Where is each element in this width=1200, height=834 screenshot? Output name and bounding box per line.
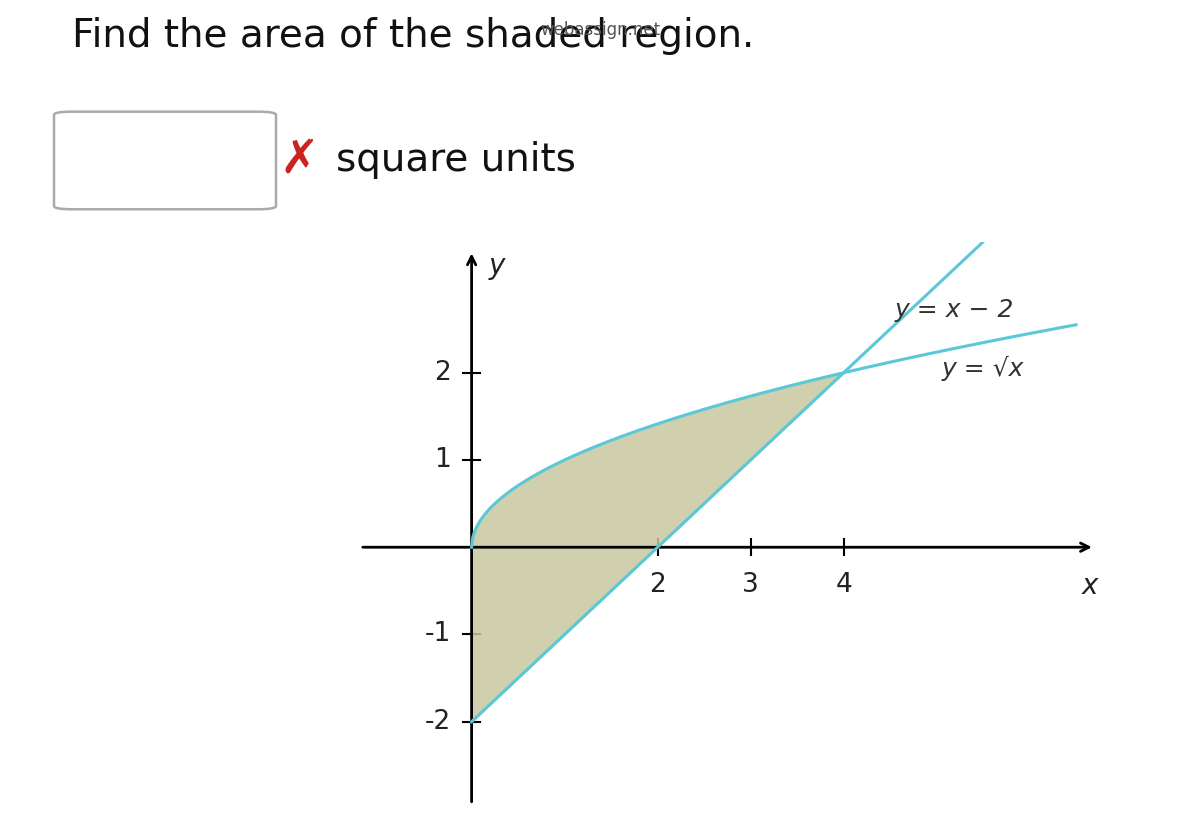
Text: 2: 2 — [434, 359, 451, 386]
Text: -1: -1 — [425, 621, 451, 647]
Text: Find the area of the shaded region.: Find the area of the shaded region. — [72, 18, 755, 55]
Text: ✗: ✗ — [280, 138, 319, 183]
Text: 2: 2 — [649, 571, 666, 598]
Text: -2: -2 — [425, 709, 451, 735]
Text: 3: 3 — [743, 571, 758, 598]
FancyBboxPatch shape — [54, 112, 276, 209]
Text: square units: square units — [336, 142, 576, 179]
Text: webassign.net: webassign.net — [540, 21, 660, 39]
Text: y: y — [488, 253, 505, 280]
Text: y = √x: y = √x — [941, 356, 1024, 381]
Text: 4: 4 — [835, 571, 852, 598]
Text: 1: 1 — [434, 447, 451, 473]
Text: x: x — [1082, 571, 1098, 600]
Text: y = x − 2: y = x − 2 — [895, 298, 1014, 322]
